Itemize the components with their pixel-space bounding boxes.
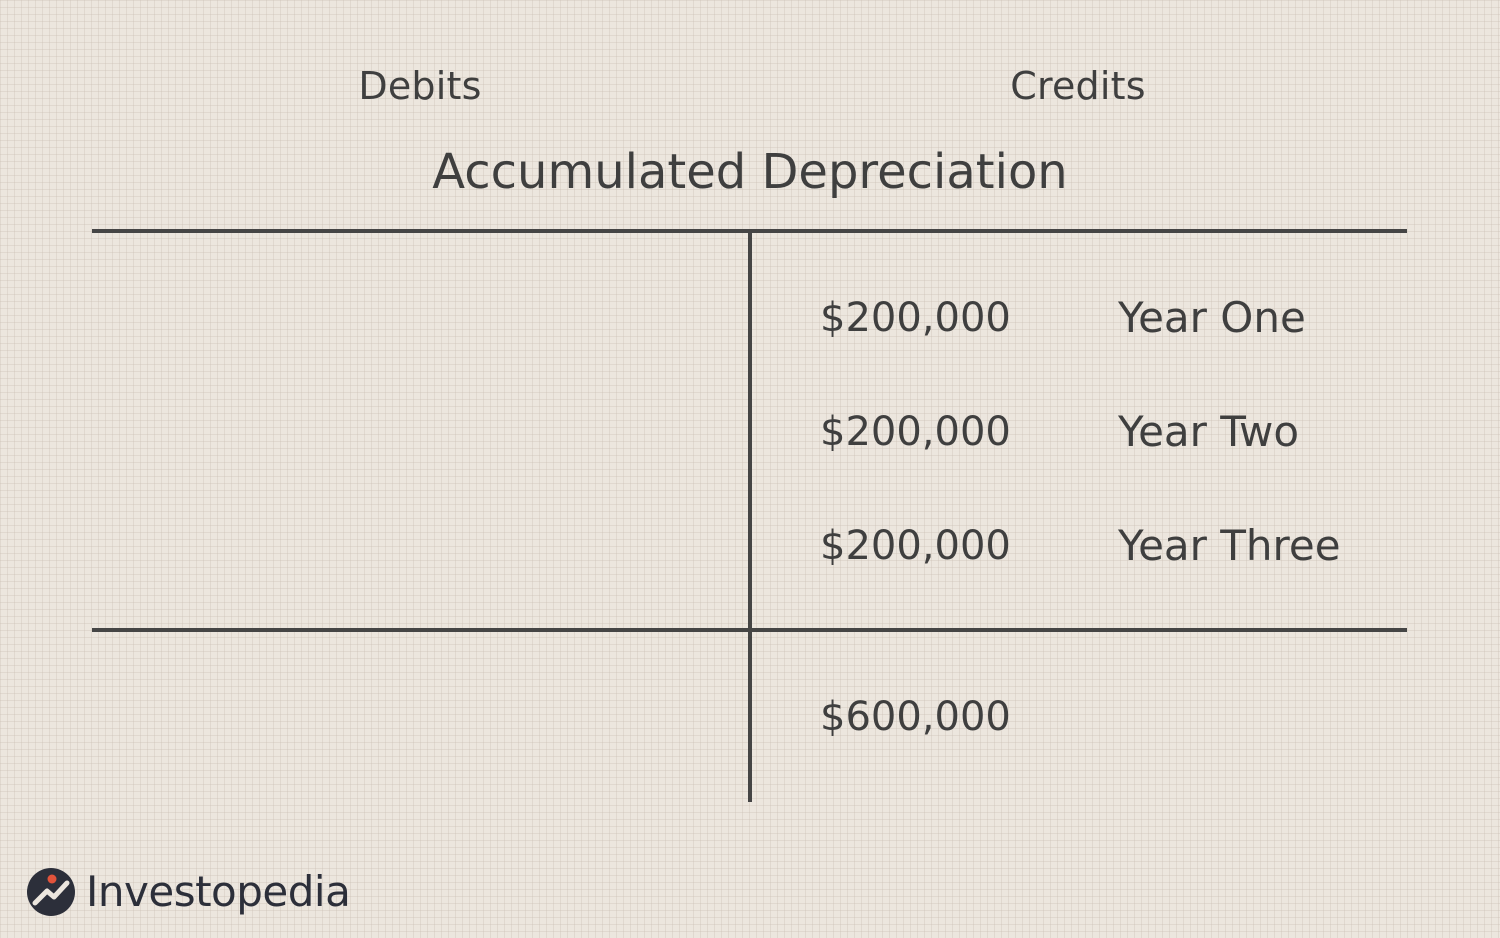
credits-header: Credits bbox=[1010, 64, 1146, 108]
credit-entry-amount: $200,000 bbox=[820, 523, 1011, 569]
credit-entry-label: Year Two bbox=[1118, 407, 1300, 456]
t-account-center-rule bbox=[748, 231, 752, 802]
credit-entry-amount: $200,000 bbox=[820, 409, 1011, 455]
debits-header: Debits bbox=[358, 64, 482, 108]
credit-total-amount: $600,000 bbox=[820, 694, 1011, 740]
credit-entry-label: Year One bbox=[1118, 293, 1306, 342]
t-account-title: Accumulated Depreciation bbox=[432, 144, 1068, 200]
investopedia-logo-icon bbox=[27, 868, 75, 916]
credit-entry-amount: $200,000 bbox=[820, 295, 1011, 341]
credit-entry-label: Year Three bbox=[1118, 521, 1341, 570]
t-account-total-rule bbox=[92, 628, 1407, 632]
investopedia-logo: Investopedia bbox=[26, 866, 351, 918]
brand-name: Investopedia bbox=[86, 867, 351, 916]
